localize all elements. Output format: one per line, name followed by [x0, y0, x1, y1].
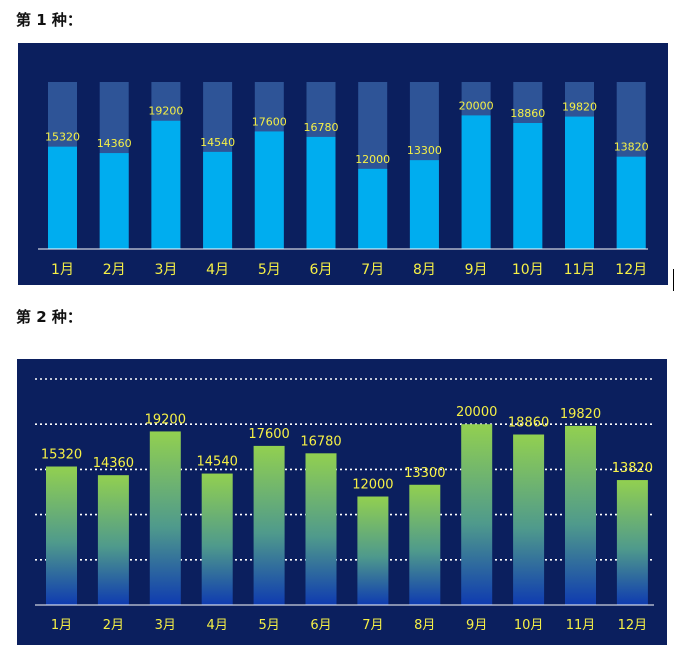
data-label: 19200: [145, 412, 186, 427]
data-label: 12000: [352, 478, 393, 493]
x-tick-label: 4月: [206, 262, 229, 278]
bar: [254, 131, 284, 249]
x-tick-label: 8月: [413, 262, 436, 278]
data-label: 14360: [93, 456, 134, 471]
bar: [46, 466, 77, 605]
x-tick-label: 5月: [258, 262, 281, 278]
bar: [565, 425, 596, 605]
data-label: 17600: [252, 115, 287, 128]
data-label: 13300: [407, 144, 442, 157]
x-tick-label: 8月: [414, 618, 435, 633]
bar: [461, 115, 491, 250]
data-label: 19200: [148, 105, 183, 118]
bar: [565, 116, 594, 249]
data-label: 16780: [300, 434, 341, 449]
data-label: 15320: [45, 131, 80, 144]
bar: [306, 136, 336, 249]
bar: [253, 445, 285, 605]
text-cursor: [673, 269, 674, 291]
x-tick-label: 9月: [465, 262, 488, 278]
data-label: 20000: [456, 405, 497, 420]
data-label: 14540: [200, 136, 235, 149]
x-tick-label: 2月: [103, 262, 126, 278]
data-label: 16780: [304, 121, 339, 134]
x-tick-label: 3月: [155, 618, 176, 633]
bar: [357, 496, 389, 605]
bar: [203, 151, 233, 249]
data-label: 18860: [510, 107, 545, 120]
bar: [97, 475, 129, 605]
bar: [616, 480, 648, 605]
bar: [409, 160, 439, 249]
bar: [409, 484, 441, 605]
data-label: 13300: [404, 466, 445, 481]
x-tick-label: 11月: [564, 262, 596, 278]
bar: [99, 153, 129, 249]
data-label: 14360: [97, 137, 132, 150]
chart-2-panel: 15320 1月 14360 2月 19200 3月 14540 4月 17600 5月 16780…: [17, 359, 667, 645]
x-tick-label: 3月: [154, 262, 177, 278]
x-tick-label: 6月: [310, 262, 333, 278]
bar: [358, 168, 388, 249]
bar: [513, 123, 543, 249]
x-tick-label: 6月: [310, 618, 331, 633]
x-tick-label: 2月: [103, 618, 124, 633]
data-label: 19820: [560, 407, 601, 422]
data-label: 18860: [508, 416, 549, 431]
bar: [616, 156, 646, 249]
x-tick-label: 9月: [466, 618, 487, 633]
x-tick-label: 11月: [566, 618, 596, 633]
data-label: 12000: [355, 153, 390, 166]
bar: [513, 434, 545, 605]
bar: [201, 473, 233, 605]
x-tick-label: 1月: [51, 618, 72, 633]
bar: [149, 431, 181, 605]
x-tick-label: 4月: [207, 618, 228, 633]
chart-1-panel: 15320 1月 14360 2月 19200 3月 14540 4月 17600 5月 16780…: [18, 43, 668, 285]
x-tick-label: 12月: [618, 618, 648, 633]
x-tick-label: 5月: [258, 618, 279, 633]
data-label: 19820: [562, 101, 597, 114]
chart-2-heading: 第 2 种：: [16, 308, 82, 326]
data-label: 20000: [459, 99, 494, 112]
data-label: 13820: [612, 461, 653, 476]
x-tick-label: 7月: [361, 262, 384, 278]
x-tick-label: 1月: [51, 262, 74, 278]
chart-2-svg: 15320 1月 14360 2月 19200 3月 14540 4月 17600 5月 16780…: [35, 378, 654, 633]
x-tick-label: 10月: [514, 618, 544, 633]
data-label: 15320: [41, 448, 82, 463]
data-label: 13820: [614, 141, 649, 154]
data-label: 17600: [248, 427, 289, 442]
x-tick-label: 12月: [615, 262, 647, 278]
chart-1-heading: 第 1 种：: [16, 11, 82, 29]
x-tick-label: 7月: [362, 618, 383, 633]
x-tick-label: 10月: [512, 262, 544, 278]
chart-1-svg: 15320 1月 14360 2月 19200 3月 14540 4月 17600 5月 16780…: [38, 82, 649, 278]
bar: [461, 424, 493, 605]
bar: [305, 453, 337, 605]
data-label: 14540: [197, 455, 238, 470]
bar: [48, 146, 77, 249]
bar: [151, 120, 181, 249]
